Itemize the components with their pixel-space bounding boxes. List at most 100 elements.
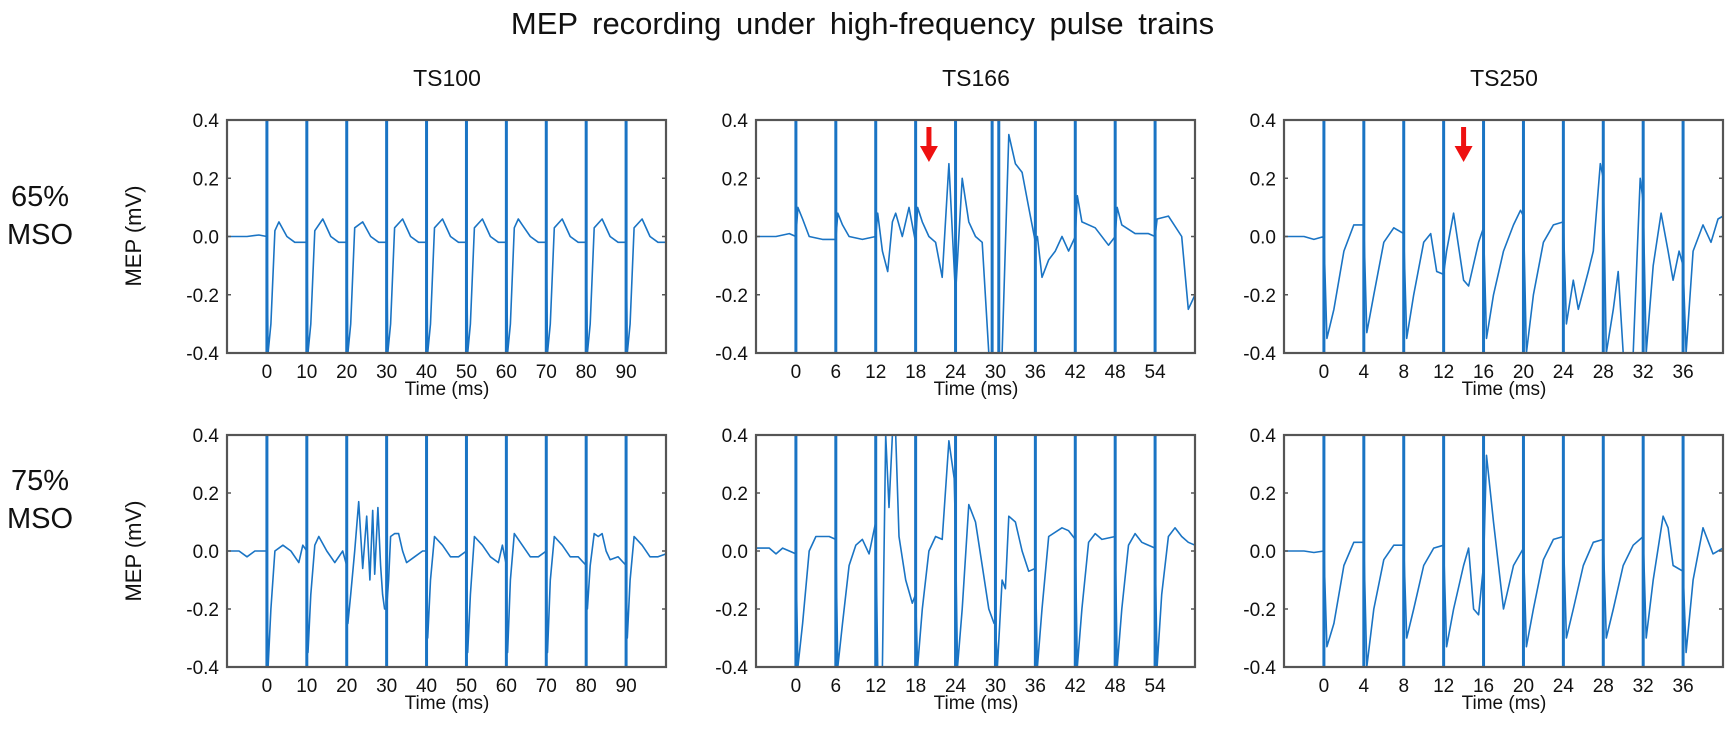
x-tick-label: 32	[1633, 362, 1654, 383]
row-label-75-mso: 75% MSO	[0, 462, 80, 538]
x-tick-label: 60	[496, 676, 517, 697]
y-tick-label: 0.2	[193, 484, 219, 505]
x-tick-label: 54	[1145, 362, 1167, 383]
mep-trace	[1284, 162, 1723, 353]
x-tick-label: 0	[262, 676, 273, 697]
y-tick-label: -0.2	[186, 286, 219, 307]
y-tick-label: 0.4	[722, 111, 749, 132]
x-tick-label: 36	[1673, 676, 1694, 697]
x-tick-label: 30	[985, 362, 1006, 383]
x-tick-label: 50	[456, 676, 477, 697]
y-tick-label: -0.4	[186, 344, 219, 365]
x-tick-label: 0	[791, 676, 802, 697]
column-title-ts166: TS166	[942, 65, 1010, 91]
y-tick-label: 0.0	[1250, 542, 1276, 563]
x-tick-label: 42	[1065, 676, 1086, 697]
x-tick-label: 28	[1593, 362, 1614, 383]
x-tick-label: 0	[1319, 362, 1330, 383]
y-tick-label: 0.4	[1250, 111, 1277, 132]
x-axis-label: Time (ms)	[933, 379, 1019, 400]
x-tick-label: 20	[336, 362, 357, 383]
x-tick-label: 24	[945, 676, 967, 697]
x-tick-label: 4	[1359, 676, 1370, 697]
x-tick-label: 70	[536, 676, 557, 697]
red-arrow-icon	[1454, 127, 1473, 162]
x-tick-label: 60	[496, 362, 517, 383]
x-tick-label: 10	[296, 362, 317, 383]
panel-ts166-75mso: -0.4 -0.2 0.0 0.2 0.4 0 6 12 18 24 30 36 42 48 54	[715, 426, 1197, 697]
y-tick-label: 0.2	[1250, 169, 1276, 190]
x-tick-label: 80	[576, 676, 597, 697]
x-tick-label: 48	[1105, 362, 1126, 383]
panel-ts166-65mso: -0.4 -0.2 0.0 0.2 0.4 0 6 12 18 24 30 36 42 48 54	[715, 111, 1197, 383]
mep-trace	[756, 435, 1195, 667]
y-tick-label: 0.4	[193, 426, 220, 447]
x-tick-label: 0	[262, 362, 273, 383]
y-tick-label: 0.2	[722, 484, 748, 505]
panel-ts250-65mso: -0.4 -0.2 0.0 0.2 0.4 0 4 8 12 16 20 24 28 32 36	[1243, 111, 1725, 383]
x-tick-label: 28	[1593, 676, 1614, 697]
x-tick-label: 20	[336, 676, 357, 697]
x-tick-label: 16	[1473, 676, 1494, 697]
row-label-line1: 65%	[10, 181, 70, 213]
x-tick-label: 18	[905, 362, 926, 383]
y-tick-label: -0.4	[715, 344, 748, 365]
axes-box	[225, 118, 668, 355]
x-tick-label: 24	[1553, 362, 1575, 383]
x-tick-label: 70	[536, 362, 557, 383]
x-tick-label: 40	[416, 676, 437, 697]
x-tick-label: 36	[1025, 676, 1046, 697]
x-tick-label: 30	[985, 676, 1006, 697]
x-tick-label: 4	[1359, 362, 1370, 383]
row-label-line1: 75%	[10, 465, 70, 497]
y-tick-label: 0.0	[722, 542, 748, 563]
panel-ts100-75mso: -0.4 -0.2 0.0 0.2 0.4 0 10 20 30 40 50 60 70 80 90	[186, 426, 668, 697]
x-tick-label: 8	[1398, 676, 1409, 697]
y-tick-label: -0.2	[1243, 286, 1276, 307]
x-tick-label: 20	[1513, 362, 1534, 383]
y-tick-label: 0.4	[1250, 426, 1277, 447]
y-tick-label: -0.2	[715, 286, 748, 307]
x-tick-label: 20	[1513, 676, 1534, 697]
x-tick-label: 90	[616, 676, 637, 697]
x-tick-label: 30	[376, 362, 397, 383]
x-axis-label: Time (ms)	[404, 693, 490, 714]
x-tick-label: 0	[1319, 676, 1330, 697]
y-tick-label: -0.4	[1243, 344, 1276, 365]
mep-trace	[756, 133, 1195, 353]
x-tick-label: 42	[1065, 362, 1086, 383]
x-tick-label: 30	[376, 676, 397, 697]
y-tick-label: 0.0	[1250, 228, 1276, 249]
x-tick-label: 54	[1145, 676, 1167, 697]
y-tick-label: -0.4	[1243, 658, 1276, 679]
y-tick-label: 0.2	[722, 169, 748, 190]
y-tick-label: 0.0	[193, 228, 219, 249]
axes-box	[754, 433, 1197, 669]
mep-trace	[227, 218, 666, 353]
x-tick-label: 50	[456, 362, 477, 383]
y-tick-label: -0.2	[186, 600, 219, 621]
x-tick-label: 12	[1433, 676, 1454, 697]
mep-trace	[1284, 454, 1723, 667]
x-tick-label: 90	[616, 362, 637, 383]
y-tick-label: 0.2	[1250, 484, 1276, 505]
x-tick-label: 12	[865, 676, 886, 697]
y-tick-label: -0.2	[1243, 600, 1276, 621]
row-label-line2: MSO	[6, 503, 74, 535]
x-tick-label: 12	[1433, 362, 1454, 383]
y-tick-label: -0.4	[715, 658, 748, 679]
x-tick-label: 80	[576, 362, 597, 383]
row-label-line2: MSO	[6, 219, 74, 251]
x-tick-label: 12	[865, 362, 886, 383]
row-label-65-mso: 65% MSO	[0, 178, 80, 254]
x-axis-label: Time (ms)	[933, 693, 1019, 714]
y-tick-label: 0.0	[193, 542, 219, 563]
x-tick-label: 24	[945, 362, 967, 383]
y-tick-label: 0.2	[193, 169, 219, 190]
column-title-ts100: TS100	[413, 65, 481, 91]
y-tick-label: 0.4	[722, 426, 749, 447]
x-tick-label: 0	[791, 362, 802, 383]
mep-trace	[227, 500, 666, 667]
panel-ts250-75mso: -0.4 -0.2 0.0 0.2 0.4 0 4 8 12 16 20 24 28 32 36	[1243, 426, 1725, 697]
x-axis-label: Time (ms)	[1461, 379, 1547, 400]
